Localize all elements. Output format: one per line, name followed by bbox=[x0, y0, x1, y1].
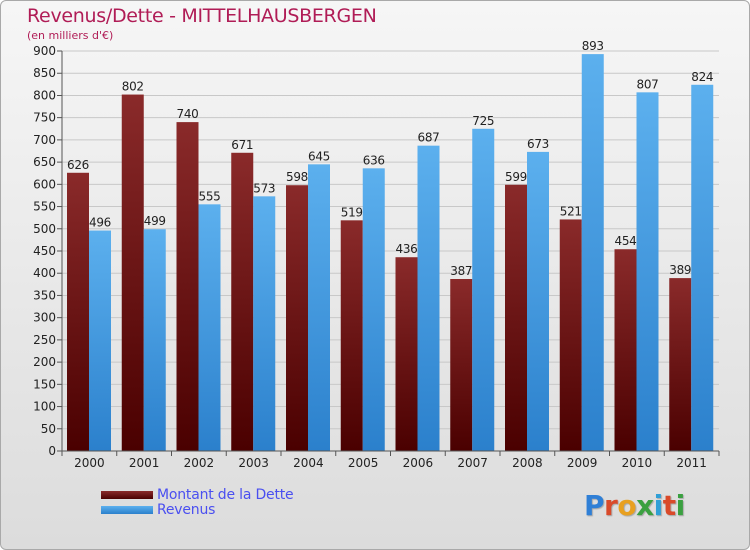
data-label-revenus: 807 bbox=[636, 77, 658, 91]
data-label-dette: 436 bbox=[395, 242, 417, 256]
y-tick-label: 450 bbox=[33, 244, 56, 258]
y-tick-label: 50 bbox=[41, 422, 56, 436]
y-tick-label: 100 bbox=[33, 400, 56, 414]
bar-dette bbox=[121, 94, 144, 452]
bar-dette bbox=[669, 278, 692, 451]
bar-dette bbox=[559, 219, 582, 451]
data-label-revenus: 725 bbox=[472, 114, 494, 128]
data-label-dette: 626 bbox=[67, 158, 89, 172]
y-tick-label: 0 bbox=[48, 444, 56, 458]
y-tick-label: 150 bbox=[33, 377, 56, 391]
bar-dette bbox=[176, 122, 199, 451]
x-tick-label: 2011 bbox=[676, 456, 707, 470]
legend-item-revenus: Revenus bbox=[101, 502, 293, 518]
bar-dette bbox=[340, 220, 363, 451]
y-tick-label: 350 bbox=[33, 288, 56, 302]
bar-revenus bbox=[308, 164, 330, 452]
data-label-dette: 599 bbox=[505, 170, 527, 184]
y-tick-label: 550 bbox=[33, 200, 56, 214]
logo-letter: i bbox=[675, 489, 686, 522]
x-tick-label: 2000 bbox=[74, 456, 105, 470]
data-label-revenus: 687 bbox=[417, 131, 439, 145]
data-label-revenus: 645 bbox=[308, 149, 330, 163]
bar-revenus bbox=[691, 84, 714, 452]
legend-swatch-dette bbox=[101, 491, 153, 499]
x-tick-label: 2009 bbox=[567, 456, 598, 470]
bar-revenus bbox=[89, 230, 111, 451]
x-tick-label: 2007 bbox=[457, 456, 488, 470]
data-label-revenus: 893 bbox=[582, 39, 604, 53]
legend-swatch-revenus bbox=[101, 506, 153, 514]
logo-letter: P bbox=[584, 489, 605, 522]
chart-title: Revenus/Dette - MITTELHAUSBERGEN bbox=[27, 5, 377, 27]
x-tick-label: 2010 bbox=[622, 456, 653, 470]
bar-dette bbox=[614, 249, 637, 451]
bar-revenus bbox=[198, 204, 221, 451]
logo-letter: r bbox=[604, 489, 618, 522]
data-label-revenus: 573 bbox=[253, 181, 275, 195]
x-tick-label: 2008 bbox=[512, 456, 543, 470]
x-tick-label: 2002 bbox=[184, 456, 215, 470]
logo-letter: i bbox=[653, 489, 664, 522]
y-tick-label: 600 bbox=[33, 177, 56, 191]
y-tick-label: 850 bbox=[33, 66, 56, 80]
bar-revenus bbox=[472, 128, 495, 451]
data-label-dette: 389 bbox=[669, 263, 691, 277]
bar-dette bbox=[231, 152, 254, 451]
y-tick-label: 250 bbox=[33, 333, 56, 347]
data-label-revenus: 499 bbox=[144, 214, 166, 228]
data-label-revenus: 555 bbox=[198, 189, 220, 203]
data-label-revenus: 496 bbox=[89, 216, 111, 230]
data-label-dette: 671 bbox=[231, 138, 253, 152]
data-label-dette: 454 bbox=[614, 234, 636, 248]
data-label-dette: 740 bbox=[176, 107, 198, 121]
y-tick-label: 900 bbox=[33, 44, 56, 58]
x-tick-label: 2004 bbox=[293, 456, 324, 470]
legend-label-dette: Montant de la Dette bbox=[157, 487, 294, 503]
data-label-dette: 387 bbox=[450, 264, 472, 278]
chart-subtitle: (en milliers d'€) bbox=[27, 29, 114, 42]
data-label-revenus: 673 bbox=[527, 137, 549, 151]
y-tick-label: 400 bbox=[33, 266, 56, 280]
x-tick-label: 2001 bbox=[129, 456, 160, 470]
logo-letter: t bbox=[662, 489, 676, 522]
data-label-dette: 598 bbox=[286, 170, 308, 184]
data-label-revenus: 636 bbox=[363, 153, 385, 167]
bar-revenus bbox=[636, 92, 659, 451]
bar-revenus bbox=[253, 196, 276, 451]
chart-legend: Montant de la Dette Revenus bbox=[101, 487, 294, 518]
logo-letter: o bbox=[617, 489, 637, 522]
bar-dette bbox=[395, 257, 418, 451]
y-tick-label: 300 bbox=[33, 311, 56, 325]
bar-revenus bbox=[143, 229, 166, 451]
legend-item-dette: Montant de la Dette bbox=[101, 487, 294, 503]
bar-revenus bbox=[417, 145, 440, 451]
bar-revenus bbox=[527, 151, 549, 451]
data-label-dette: 802 bbox=[122, 80, 144, 94]
data-label-dette: 519 bbox=[341, 205, 363, 219]
proxiti-logo: Proxiti bbox=[584, 489, 685, 522]
bar-dette bbox=[505, 184, 527, 451]
y-tick-label: 200 bbox=[33, 355, 56, 369]
logo-letter: x bbox=[636, 489, 654, 522]
x-tick-label: 2005 bbox=[348, 456, 379, 470]
y-tick-label: 700 bbox=[33, 133, 56, 147]
bar-dette bbox=[286, 185, 308, 451]
x-tick-label: 2003 bbox=[238, 456, 269, 470]
y-tick-label: 800 bbox=[33, 88, 56, 102]
x-tick-label: 2006 bbox=[403, 456, 434, 470]
data-label-revenus: 824 bbox=[691, 70, 713, 84]
bar-dette bbox=[67, 172, 89, 451]
y-tick-label: 650 bbox=[33, 155, 56, 169]
legend-label-revenus: Revenus bbox=[157, 502, 216, 518]
y-tick-label: 500 bbox=[33, 222, 56, 236]
data-label-dette: 521 bbox=[560, 204, 582, 218]
bar-dette bbox=[450, 279, 473, 451]
bar-revenus bbox=[581, 54, 604, 451]
bar-revenus bbox=[362, 168, 385, 452]
y-tick-label: 750 bbox=[33, 111, 56, 125]
